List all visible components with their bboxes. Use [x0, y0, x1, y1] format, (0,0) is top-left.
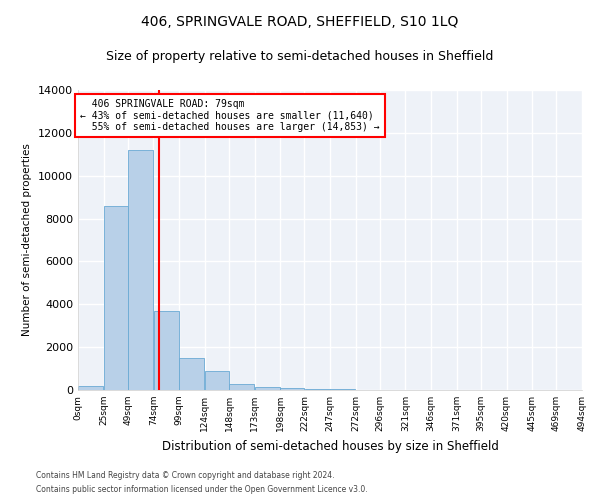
Bar [78, 386, 103, 390]
Bar [154, 310, 179, 390]
Bar [254, 387, 280, 390]
Text: Size of property relative to semi-detached houses in Sheffield: Size of property relative to semi-detach… [106, 50, 494, 63]
Bar [205, 370, 229, 390]
Text: Contains HM Land Registry data © Crown copyright and database right 2024.: Contains HM Land Registry data © Crown c… [36, 470, 335, 480]
Bar [229, 384, 254, 390]
Text: 406, SPRINGVALE ROAD, SHEFFIELD, S10 1LQ: 406, SPRINGVALE ROAD, SHEFFIELD, S10 1LQ [142, 15, 458, 29]
Bar [179, 358, 205, 390]
Bar [128, 150, 154, 390]
X-axis label: Distribution of semi-detached houses by size in Sheffield: Distribution of semi-detached houses by … [161, 440, 499, 452]
Y-axis label: Number of semi-detached properties: Number of semi-detached properties [22, 144, 32, 336]
Bar [305, 389, 330, 390]
Bar [280, 388, 304, 390]
Bar [104, 206, 128, 390]
Text: 406 SPRINGVALE ROAD: 79sqm
← 43% of semi-detached houses are smaller (11,640)
  : 406 SPRINGVALE ROAD: 79sqm ← 43% of semi… [80, 98, 380, 132]
Text: Contains public sector information licensed under the Open Government Licence v3: Contains public sector information licen… [36, 486, 368, 494]
